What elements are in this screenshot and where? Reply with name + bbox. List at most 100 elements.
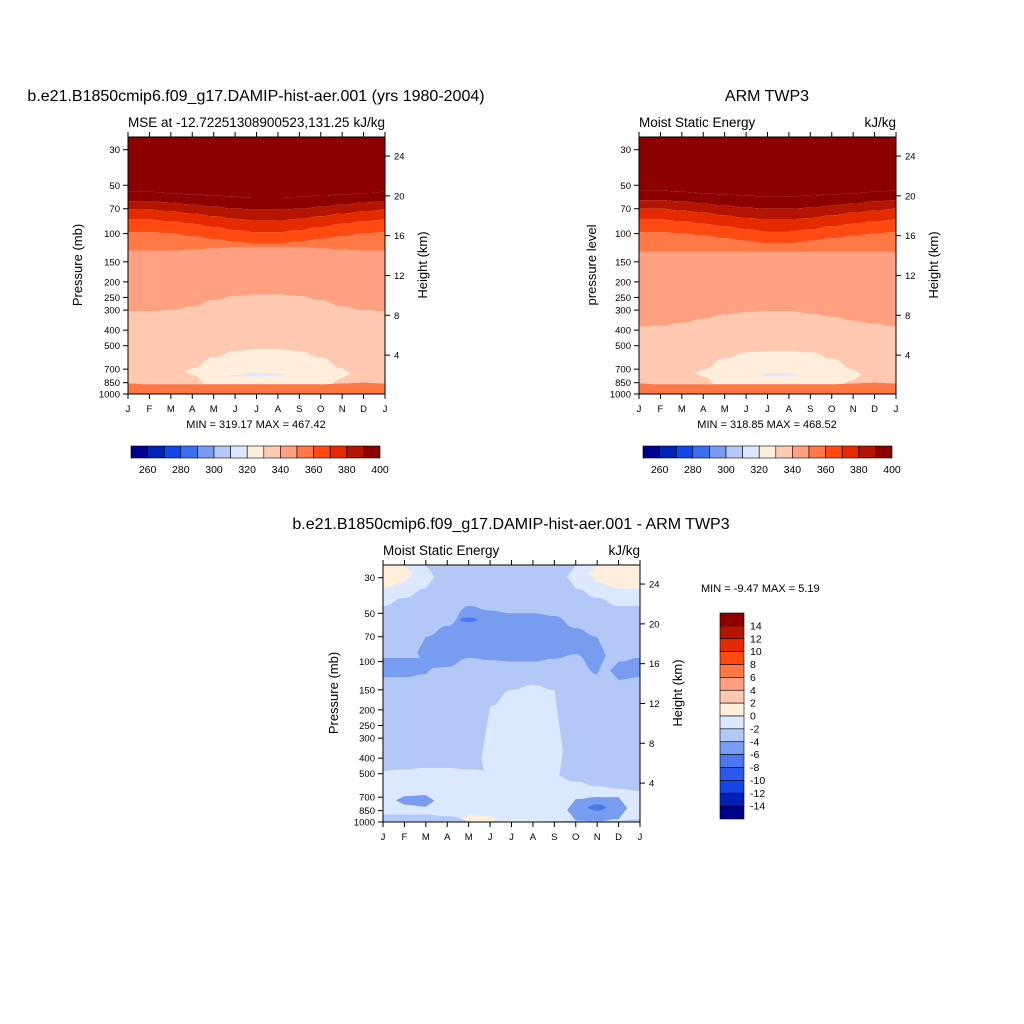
y-tick-label: 400 [359,754,375,765]
y-tick-label: 50 [364,609,375,620]
x-tick-label: A [275,404,282,415]
colorbar-swatch [719,651,745,665]
y-right-tick-label: 20 [649,619,660,630]
colorbar-label: 2 [750,698,756,710]
x-tick-label: M [167,404,175,415]
y-tick-label: 400 [615,326,631,337]
x-tick-label: A [786,404,793,415]
y-tick-label: 30 [364,573,375,584]
y-right-tick-label: 24 [394,152,405,163]
y-tick-label: 70 [109,204,120,215]
colorbar-swatch [296,445,314,459]
colorbar-swatch [875,445,893,459]
x-tick-label: J [488,832,493,843]
y-tick-label: 700 [359,793,375,804]
x-tick-label: M [721,404,729,415]
x-tick-label: S [296,404,302,415]
y-tick-label: 250 [104,293,120,304]
colorbar-swatch [719,689,745,704]
contour-band [128,201,385,221]
contour-band [128,247,385,312]
y-right-tick-label: 16 [905,231,916,242]
y-right-tick-label: 12 [905,271,916,282]
y-tick-label: 1000 [354,818,375,829]
panel-model: b.e21.B1850cmip6.f09_g17.DAMIP-hist-aer.… [27,88,484,476]
panel-title: b.e21.B1850cmip6.f09_g17.DAMIP-hist-aer.… [27,88,484,105]
colorbar-label: 300 [205,464,223,476]
contour-band [183,349,351,394]
colorbar-swatch [719,715,745,730]
contour-band [460,814,499,822]
x-tick-label: M [678,404,686,415]
x-tick-label: J [509,832,514,843]
colorbar-swatch [246,445,265,459]
y-tick-label: 400 [104,326,120,337]
colorbar-swatch [313,445,331,459]
x-tick-label: A [530,832,537,843]
contour-band [128,232,385,251]
colorbar-swatch [858,445,876,459]
x-tick-label: J [381,832,386,843]
y-tick-label: 500 [104,341,120,352]
colorbar-swatch [675,445,694,459]
colorbar-swatch [180,445,198,459]
contour-band [639,232,896,252]
y-tick-label: 500 [359,769,375,780]
stats-label: MIN = 318.85 MAX = 468.52 [697,419,836,431]
x-tick-label: J [383,404,388,415]
colorbar-label: 300 [717,464,735,476]
colorbar-swatch [197,445,215,459]
colorbar-swatch [363,445,381,459]
y-tick-label: 50 [620,181,631,192]
colorbar-label: -2 [750,723,759,735]
x-tick-label: N [594,832,601,843]
contour-fill-group [639,137,896,394]
colorbar-label: -8 [750,762,759,774]
x-tick-label: M [422,832,430,843]
contour-band [639,200,896,220]
y-tick-label: 30 [620,145,631,156]
y-tick-label: 1000 [610,390,631,401]
colorbar-label: 380 [338,464,356,476]
colorbar-label: 320 [238,464,256,476]
panel-subtitle-left: Moist Static Energy [383,543,500,558]
colorbar-label: -4 [750,736,759,748]
colorbar-swatch [719,638,745,652]
colorbar-label: 320 [750,464,768,476]
colorbar-label: 360 [305,464,323,476]
colorbar-swatch [719,792,745,807]
y-right-tick-label: 8 [394,311,399,322]
x-tick-label: J [765,404,770,415]
x-tick-label: F [147,404,153,415]
colorbar-swatch [758,445,777,459]
y-tick-label: 30 [109,145,120,156]
colorbar-label: 360 [817,464,835,476]
x-tick-label: O [828,404,835,415]
x-tick-label: O [317,404,324,415]
contour-band [588,565,640,589]
contour-band [639,251,896,327]
y-tick-label: 50 [109,181,120,192]
colorbar-swatch [719,780,745,794]
y-tick-label: 70 [620,204,631,215]
x-tick-label: D [360,404,367,415]
y-tick-label: 850 [104,378,120,389]
colorbar: 260 280 300 320 340 360 380 400 [130,445,389,476]
colorbar-label: 400 [883,464,901,476]
colorbar-swatch [725,445,743,459]
x-tick-label: A [700,404,707,415]
colorbar-swatch [280,445,298,459]
x-tick-label: O [572,832,579,843]
colorbar-label: 340 [272,464,290,476]
colorbar-swatch [719,664,745,678]
colorbar-label: 14 [750,620,762,632]
contour-fill-group [128,137,385,394]
y-tick-label: 150 [104,257,120,268]
y-right-tick-label: 16 [649,659,660,670]
colorbar-swatch [719,612,745,627]
y-tick-label: 500 [615,341,631,352]
y-tick-label: 150 [359,685,375,696]
x-tick-label: D [615,832,622,843]
